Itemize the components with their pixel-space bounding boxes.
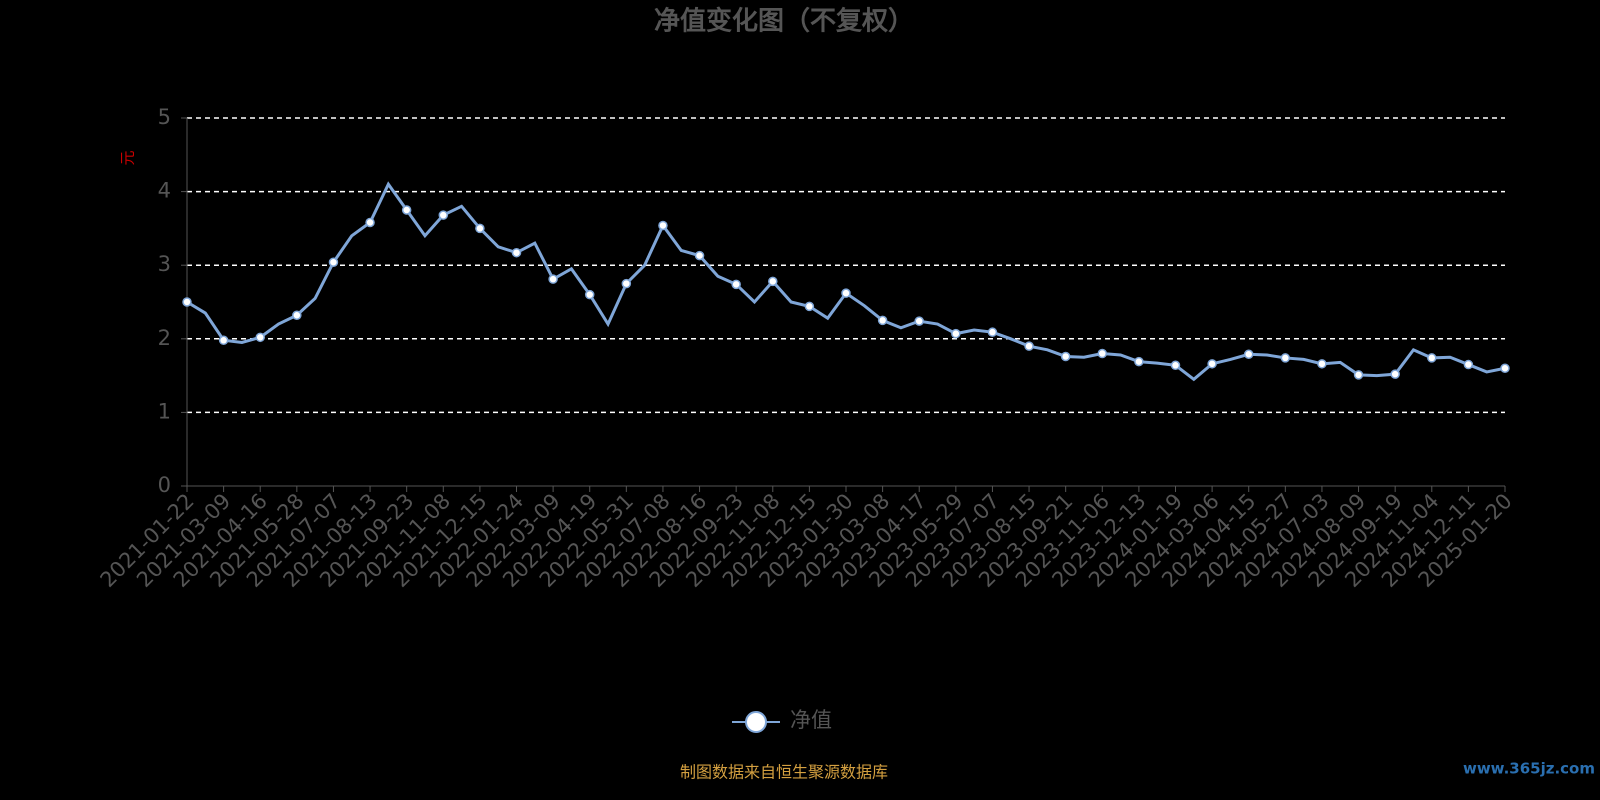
point-marker xyxy=(1207,359,1217,369)
point-marker xyxy=(475,223,485,234)
y-tick-label: 4 xyxy=(158,179,171,203)
point-marker xyxy=(1280,353,1291,363)
point-marker xyxy=(1060,351,1071,362)
legend-marker xyxy=(745,711,767,733)
point-marker xyxy=(914,316,924,326)
point-marker xyxy=(365,217,375,228)
y-tick-label: 2 xyxy=(158,326,171,350)
point-marker xyxy=(1170,360,1181,371)
y-axis-label: 元 xyxy=(119,150,137,165)
point-marker xyxy=(218,335,229,346)
point-marker xyxy=(255,332,265,343)
point-marker xyxy=(987,327,998,337)
point-marker xyxy=(1390,369,1400,379)
chart-title: 净值变化图（不复权） xyxy=(654,6,914,37)
point-marker xyxy=(1463,359,1474,370)
point-marker xyxy=(1024,341,1034,351)
point-marker xyxy=(951,328,961,339)
point-marker xyxy=(731,279,741,290)
source-note: 制图数据来自恒生聚源数据库 xyxy=(680,763,888,782)
legend-label: 净值 xyxy=(790,708,832,732)
point-marker xyxy=(1317,359,1327,369)
point-marker xyxy=(768,276,778,287)
point-marker xyxy=(804,301,815,312)
point-marker xyxy=(621,278,632,289)
point-marker xyxy=(292,310,302,320)
point-marker xyxy=(1097,348,1108,359)
point-marker xyxy=(584,289,595,300)
point-marker xyxy=(1427,353,1437,363)
point-marker xyxy=(694,250,705,261)
point-marker xyxy=(1500,363,1510,373)
y-tick-label: 0 xyxy=(158,473,171,497)
point-marker xyxy=(1243,349,1254,360)
y-tick-label: 5 xyxy=(158,105,171,129)
y-tick-label: 3 xyxy=(158,252,171,276)
point-marker xyxy=(1353,370,1364,380)
point-marker xyxy=(438,210,449,220)
series-line xyxy=(186,181,1506,382)
y-tick-label: 1 xyxy=(158,399,171,423)
point-marker xyxy=(328,257,339,268)
point-marker xyxy=(877,315,888,326)
legend[interactable]: 净值 xyxy=(732,708,832,733)
point-marker xyxy=(401,205,412,215)
point-marker xyxy=(548,274,558,284)
point-marker xyxy=(511,247,522,258)
point-marker xyxy=(841,288,851,298)
point-marker xyxy=(182,297,192,307)
watermark: www.365jz.com xyxy=(1463,760,1595,778)
point-marker xyxy=(658,220,668,231)
point-marker xyxy=(1134,356,1144,367)
